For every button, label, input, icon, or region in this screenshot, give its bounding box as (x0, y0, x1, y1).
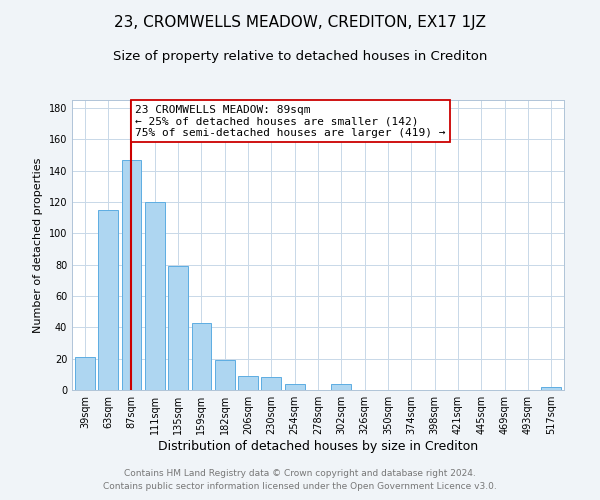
Bar (541, 387, 561, 390)
Bar (238, 376, 258, 390)
Bar (215, 360, 235, 390)
Bar (75, 357, 95, 390)
Bar (285, 384, 305, 390)
Text: 23 CROMWELLS MEADOW: 89sqm
← 25% of detached houses are smaller (142)
75% of sem: 23 CROMWELLS MEADOW: 89sqm ← 25% of deta… (135, 104, 445, 138)
Text: Contains public sector information licensed under the Open Government Licence v3: Contains public sector information licen… (103, 482, 497, 491)
Bar (262, 378, 281, 390)
Bar (145, 202, 164, 390)
Text: Contains HM Land Registry data © Crown copyright and database right 2024.: Contains HM Land Registry data © Crown c… (124, 468, 476, 477)
Y-axis label: Number of detached properties: Number of detached properties (33, 158, 43, 332)
Bar (122, 160, 142, 390)
Bar (191, 322, 211, 390)
Bar (98, 210, 118, 390)
Bar (168, 266, 188, 390)
Text: 23, CROMWELLS MEADOW, CREDITON, EX17 1JZ: 23, CROMWELLS MEADOW, CREDITON, EX17 1JZ (114, 15, 486, 30)
Text: Size of property relative to detached houses in Crediton: Size of property relative to detached ho… (113, 50, 487, 63)
Bar (331, 384, 351, 390)
X-axis label: Distribution of detached houses by size in Crediton: Distribution of detached houses by size … (158, 440, 478, 453)
